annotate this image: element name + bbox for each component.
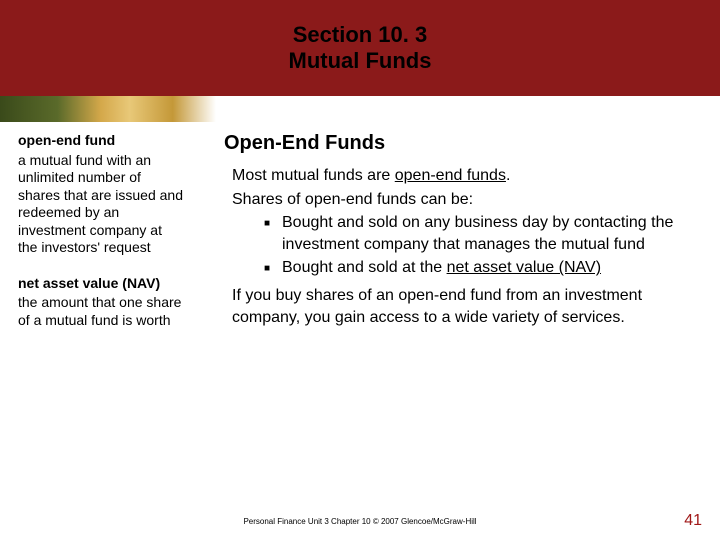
bullet-list: Bought and sold on any business day by c… (232, 212, 702, 279)
term-title: net asset value (NAV) (18, 275, 184, 293)
underlined-term: open-end funds (395, 167, 506, 184)
underlined-term: net asset value (NAV) (447, 259, 601, 276)
content-area: open-end fund a mutual fund with an unli… (0, 122, 720, 347)
body-line: Shares of open-end funds can be: (232, 189, 702, 211)
main-content: Open-End Funds Most mutual funds are ope… (194, 132, 702, 347)
accent-bar (0, 96, 720, 122)
main-heading: Open-End Funds (224, 132, 702, 155)
term-block: net asset value (NAV) the amount that on… (18, 275, 184, 330)
main-body: Most mutual funds are open-end funds. Sh… (224, 165, 702, 328)
vocabulary-sidebar: open-end fund a mutual fund with an unli… (18, 132, 194, 347)
intro-line: Most mutual funds are open-end funds. (232, 165, 702, 187)
bullet-item: Bought and sold at the net asset value (… (264, 257, 702, 279)
bullet-item: Bought and sold on any business day by c… (264, 212, 702, 255)
term-title: open-end fund (18, 132, 184, 150)
term-block: open-end fund a mutual fund with an unli… (18, 132, 184, 257)
footer-text: Personal Finance Unit 3 Chapter 10 © 200… (0, 517, 720, 526)
section-title: Mutual Funds (289, 48, 432, 74)
term-definition: a mutual fund with an unlimited number o… (18, 152, 184, 257)
closing-line: If you buy shares of an open-end fund fr… (232, 285, 702, 328)
slide-header: Section 10. 3 Mutual Funds (0, 0, 720, 96)
term-definition: the amount that one share of a mutual fu… (18, 294, 184, 329)
section-number: Section 10. 3 (293, 22, 428, 48)
page-number: 41 (684, 512, 702, 530)
